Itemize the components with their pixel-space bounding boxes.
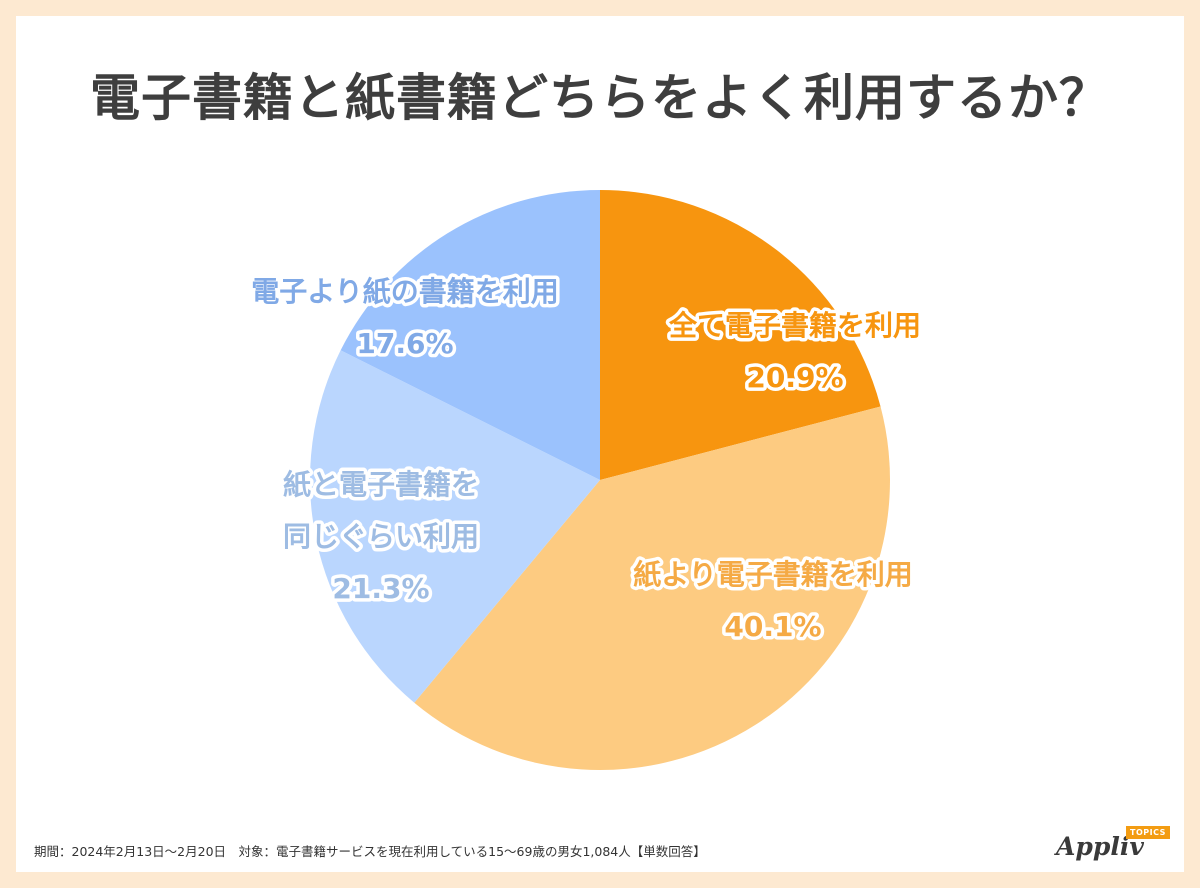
slice-category-label-3: 同じぐらい利用: [283, 520, 479, 553]
slice-value-label-1: 20.9%: [746, 361, 843, 394]
logo-topics-tag: TOPICS: [1126, 826, 1170, 839]
pie-slice-2: [414, 406, 891, 771]
slice-category-label-4: 電子より紙の書籍を利用: [251, 275, 558, 308]
slice-value-label-3: 21.3%: [332, 572, 429, 605]
slice-value-label-4: 17.6%: [356, 327, 453, 360]
slice-value-label-2: 40.1%: [724, 610, 821, 643]
pie-slice-1: [600, 190, 881, 480]
slice-category-label-3: 紙と電子書籍を: [283, 468, 479, 501]
applivtopics-logo: Appliv TOPICS: [1056, 826, 1176, 866]
chart-title: 電子書籍と紙書籍どちらをよく利用するか？: [90, 69, 1110, 127]
slice-category-label-2: 紙より電子書籍を利用: [633, 558, 912, 591]
slice-category-label-1: 全て電子書籍を利用: [668, 309, 921, 342]
pie-slice-3: [309, 350, 600, 703]
pie-slice-4: [340, 189, 600, 480]
survey-footnote: 期間：2024年2月13日〜2月20日 対象：電子書籍サービスを現在利用している…: [34, 844, 706, 859]
